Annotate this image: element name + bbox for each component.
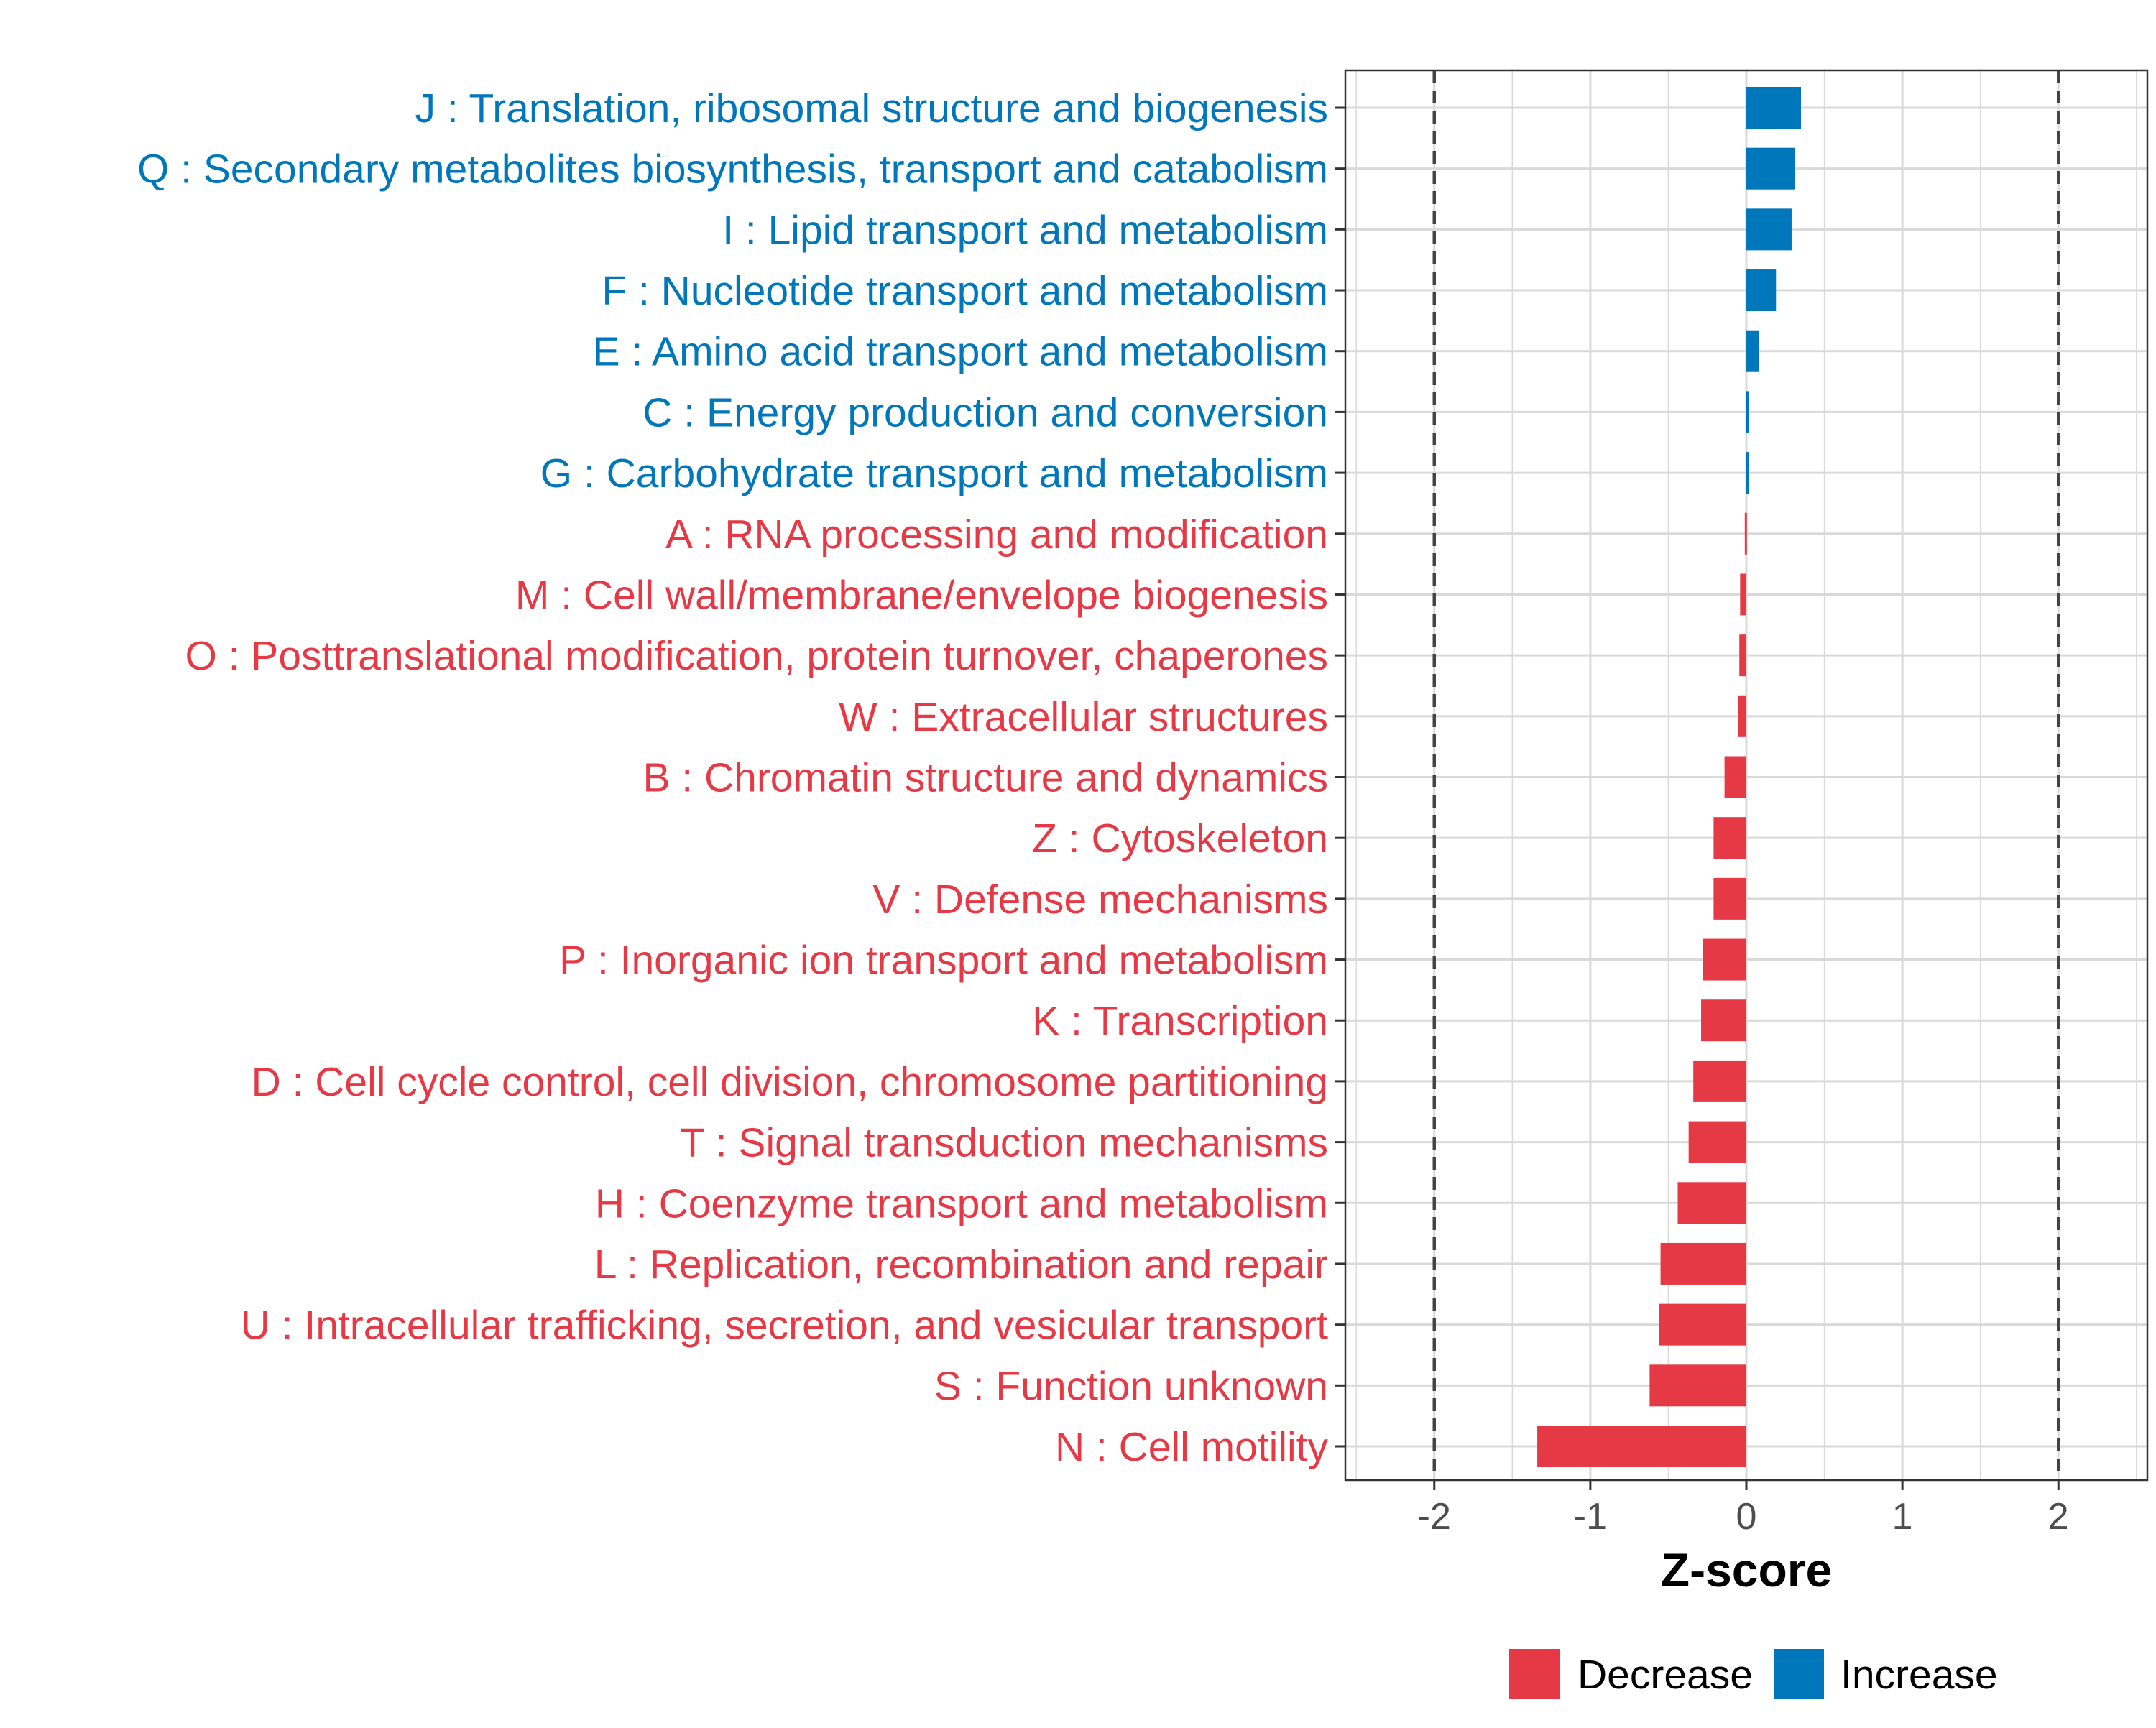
bar	[1537, 1426, 1746, 1467]
category-label: C : Energy production and conversion	[642, 389, 1328, 435]
legend-swatch	[1774, 1649, 1824, 1699]
category-label: P : Inorganic ion transport and metaboli…	[559, 938, 1328, 984]
legend: Decrease Increase	[1509, 1649, 1998, 1699]
x-tick-label: 0	[1736, 1496, 1757, 1538]
bar	[1693, 1060, 1746, 1102]
category-label: A : RNA processing and modification	[665, 512, 1328, 558]
category-label: V : Defense mechanisms	[872, 877, 1328, 923]
category-label: O : Posttranslational modification, prot…	[185, 633, 1328, 679]
category-label: I : Lipid transport and metabolism	[722, 207, 1328, 253]
category-label: E : Amino acid transport and metabolism	[593, 329, 1328, 375]
reference-lines	[1432, 70, 2060, 1480]
x-tick-label: 2	[2048, 1496, 2069, 1538]
y-axis-ticks	[1335, 106, 1345, 1448]
legend-label: Decrease	[1577, 1652, 1753, 1698]
x-tick-label: -2	[1418, 1496, 1451, 1538]
bar	[1701, 999, 1746, 1042]
category-label: W : Extracellular structures	[839, 694, 1328, 740]
bar	[1746, 87, 1801, 129]
category-label: D : Cell cycle control, cell division, c…	[252, 1059, 1328, 1105]
y-axis-labels: J : Translation, ribosomal structure and…	[137, 86, 1329, 1470]
category-label: F : Nucleotide transport and metabolism	[602, 268, 1328, 314]
bar	[1659, 1303, 1746, 1346]
category-label: U : Intracellular trafficking, secretion…	[241, 1303, 1328, 1349]
x-axis-ticks: -2 -1 0 1 2	[1418, 1480, 2069, 1538]
x-tick-label: 1	[1892, 1496, 1913, 1538]
bar	[1738, 695, 1746, 737]
bar	[1746, 269, 1777, 312]
bar	[1739, 634, 1746, 677]
category-label: K : Transcription	[1032, 998, 1328, 1044]
category-label: M : Cell wall/membrane/envelope biogenes…	[515, 572, 1328, 618]
bar	[1746, 330, 1759, 372]
category-label: L : Replication, recombination and repai…	[594, 1242, 1328, 1288]
bar	[1746, 147, 1795, 190]
bar	[1746, 208, 1792, 251]
bar	[1724, 756, 1746, 798]
bar	[1746, 391, 1749, 433]
bar	[1713, 817, 1746, 859]
bar	[1649, 1364, 1746, 1407]
category-label: H : Coenzyme transport and metabolism	[595, 1181, 1328, 1226]
x-tick-label: -1	[1574, 1496, 1607, 1538]
bar	[1688, 1121, 1746, 1163]
x-axis-title: Z-score	[1661, 1543, 1832, 1597]
legend-swatch	[1509, 1649, 1560, 1699]
category-label: N : Cell motility	[1055, 1424, 1329, 1470]
bar	[1746, 452, 1749, 494]
category-label: Q : Secondary metabolites biosynthesis, …	[137, 147, 1328, 193]
legend-label: Increase	[1841, 1652, 1998, 1698]
bar	[1740, 573, 1746, 616]
bar	[1660, 1242, 1746, 1285]
bar	[1744, 512, 1747, 555]
bars	[1537, 87, 1801, 1467]
bar	[1677, 1182, 1746, 1224]
category-label: Z : Cytoskeleton	[1032, 816, 1328, 861]
bar	[1703, 938, 1746, 981]
category-label: G : Carbohydrate transport and metabolis…	[540, 451, 1328, 496]
category-label: S : Function unknown	[934, 1363, 1328, 1409]
bar	[1713, 877, 1746, 920]
category-label: J : Translation, ribosomal structure and…	[415, 86, 1328, 131]
category-label: T : Signal transduction mechanisms	[680, 1120, 1328, 1166]
category-label: B : Chromatin structure and dynamics	[642, 755, 1328, 801]
